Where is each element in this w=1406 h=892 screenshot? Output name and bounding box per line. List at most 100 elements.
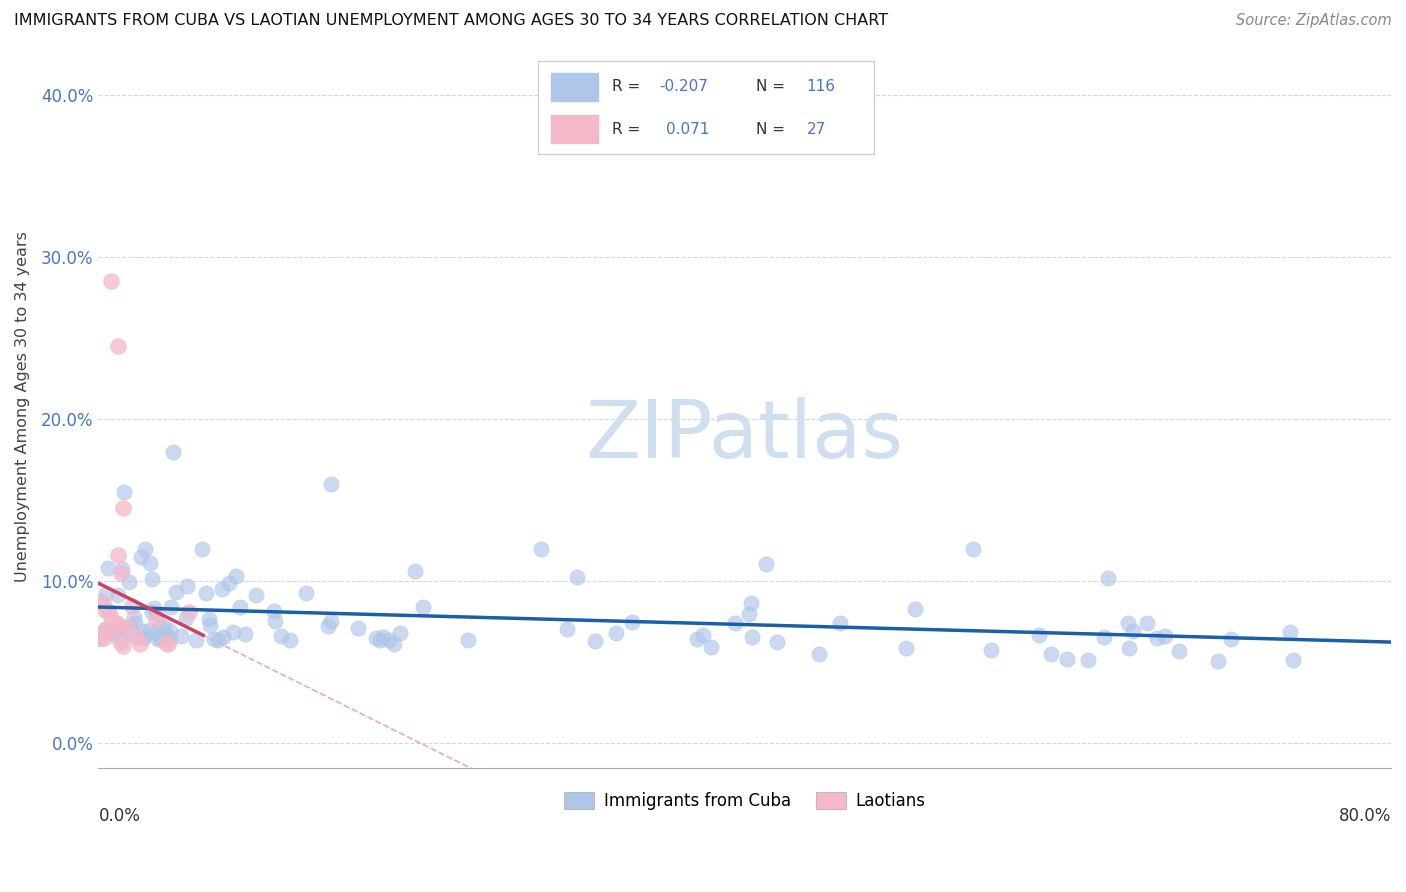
Point <box>583 634 606 648</box>
Point <box>766 634 789 648</box>
Point <box>233 627 256 641</box>
Point <box>321 477 343 491</box>
Point <box>94 587 117 601</box>
Point <box>131 632 153 646</box>
Point <box>1097 571 1119 585</box>
Point <box>184 632 207 647</box>
Point <box>1168 644 1191 658</box>
Point <box>177 605 200 619</box>
Point <box>557 623 579 637</box>
Point <box>149 631 172 645</box>
Point <box>737 607 759 622</box>
Point <box>1206 655 1229 669</box>
Point <box>371 631 394 645</box>
Point <box>118 574 141 589</box>
Point <box>159 624 181 638</box>
Point <box>145 612 167 626</box>
Point <box>111 501 134 516</box>
Point <box>389 625 412 640</box>
Point <box>280 632 302 647</box>
Text: 80.0%: 80.0% <box>1339 807 1391 825</box>
Point <box>165 584 187 599</box>
Point <box>93 631 115 645</box>
Point <box>347 620 370 634</box>
Point <box>146 607 169 621</box>
Point <box>740 596 762 610</box>
Point <box>112 485 135 500</box>
Point <box>111 561 134 575</box>
Point <box>149 620 172 634</box>
Point <box>980 643 1002 657</box>
Point <box>170 629 193 643</box>
Point <box>962 541 984 556</box>
Point <box>146 632 169 647</box>
Point <box>723 616 745 631</box>
Point <box>197 611 219 625</box>
Point <box>134 541 156 556</box>
Point <box>1077 653 1099 667</box>
Point <box>176 579 198 593</box>
Point <box>141 605 163 619</box>
Point <box>364 631 387 645</box>
Point <box>828 615 851 630</box>
Point <box>129 549 152 564</box>
Point <box>150 628 173 642</box>
Point <box>457 632 479 647</box>
Point <box>110 632 132 646</box>
Legend: Immigrants from Cuba, Laotians: Immigrants from Cuba, Laotians <box>557 786 932 817</box>
Point <box>91 596 114 610</box>
Point <box>1092 630 1115 644</box>
Point <box>382 637 405 651</box>
Point <box>101 626 124 640</box>
Point <box>211 582 233 597</box>
Point <box>107 339 129 353</box>
Point <box>89 627 111 641</box>
Point <box>229 599 252 614</box>
Point <box>96 625 118 640</box>
Point <box>700 640 723 655</box>
Point <box>132 630 155 644</box>
Point <box>686 632 709 646</box>
Point <box>120 626 142 640</box>
Point <box>89 631 111 645</box>
Point <box>198 618 221 632</box>
Point <box>162 444 184 458</box>
Point <box>202 632 225 646</box>
Point <box>94 622 117 636</box>
Point <box>316 619 339 633</box>
Point <box>319 614 342 628</box>
Point <box>1118 640 1140 655</box>
Point <box>89 631 111 645</box>
Point <box>225 568 247 582</box>
Point <box>146 626 169 640</box>
Point <box>155 632 177 646</box>
Point <box>1136 615 1159 630</box>
Point <box>112 639 135 653</box>
Point <box>1146 631 1168 645</box>
Point <box>98 607 121 622</box>
Point <box>263 614 285 628</box>
Point <box>132 624 155 638</box>
Point <box>96 621 118 635</box>
Point <box>295 586 318 600</box>
Point <box>565 570 588 584</box>
Point <box>90 594 112 608</box>
Point <box>107 588 129 602</box>
Point <box>124 615 146 630</box>
Point <box>157 637 180 651</box>
Point <box>96 604 118 618</box>
Point <box>159 600 181 615</box>
Point <box>692 628 714 642</box>
Point <box>904 602 927 616</box>
Point <box>378 632 401 647</box>
Text: Source: ZipAtlas.com: Source: ZipAtlas.com <box>1236 13 1392 29</box>
Point <box>1282 653 1305 667</box>
Point <box>108 634 131 648</box>
Point <box>121 599 143 613</box>
Point <box>1278 624 1301 639</box>
Point <box>155 636 177 650</box>
Point <box>191 541 214 556</box>
Point <box>143 601 166 615</box>
Point <box>1153 629 1175 643</box>
Point <box>105 618 128 632</box>
